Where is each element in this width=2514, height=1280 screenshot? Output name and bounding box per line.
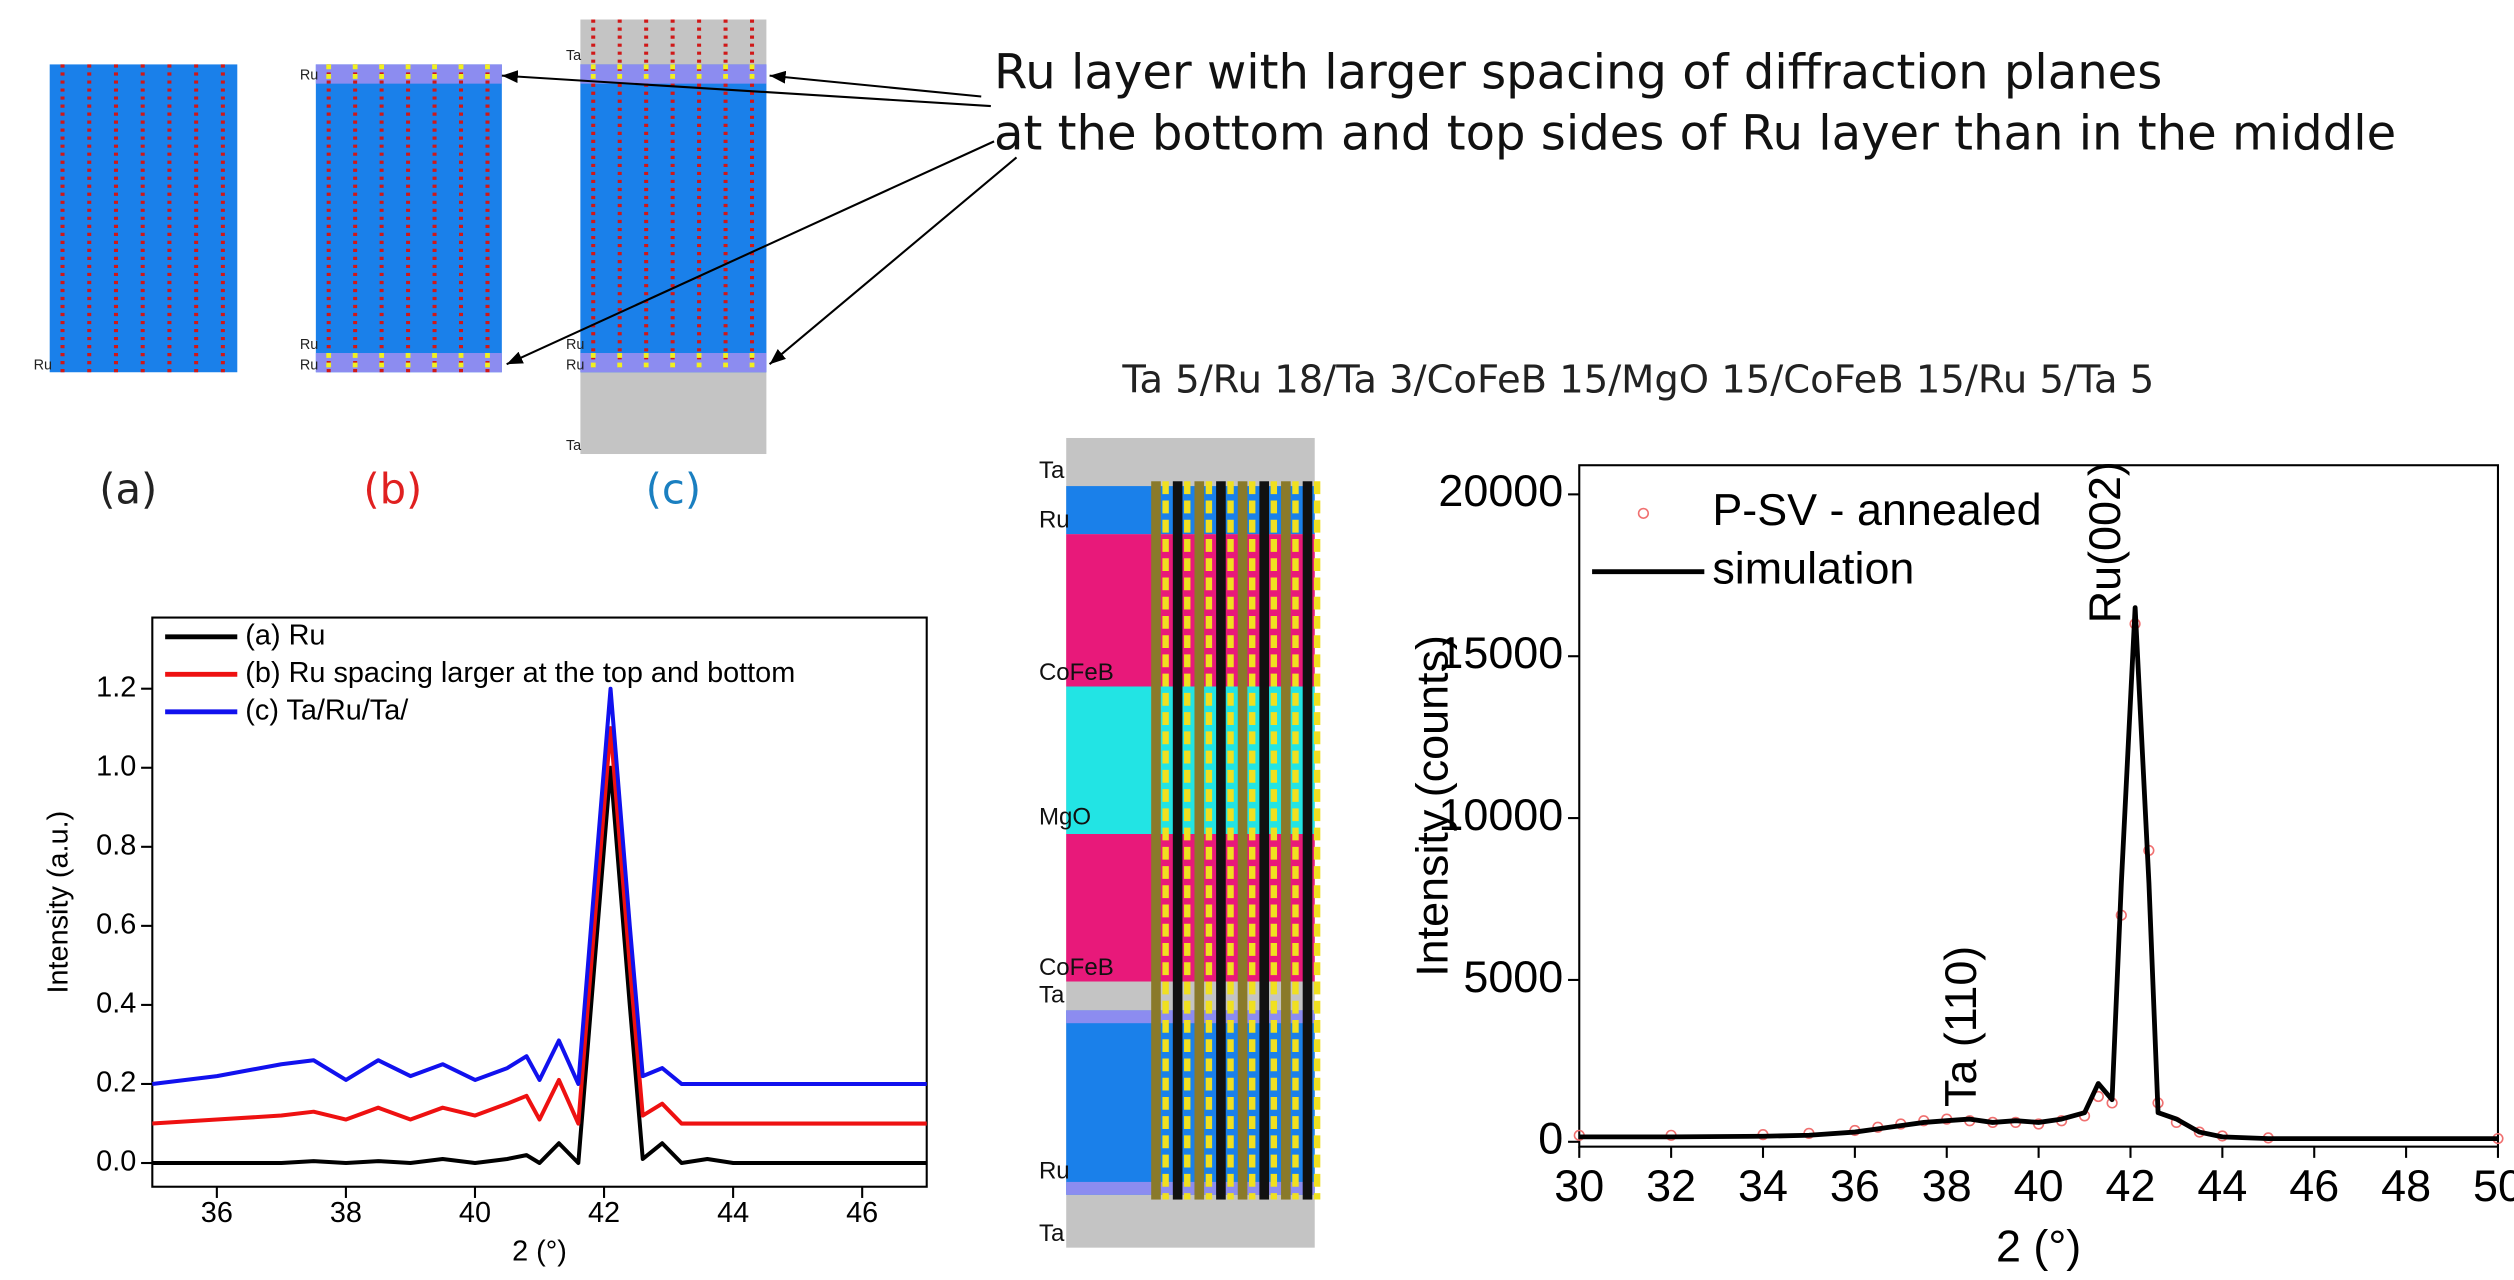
- layer-label: Ru: [300, 337, 318, 353]
- x-axis-label: 2 (°): [1996, 1221, 2081, 1272]
- arrow: [769, 70, 982, 98]
- annotation: at the bottom and top sides of Ru layer …: [994, 106, 2396, 162]
- x-tick-label: 40: [459, 1197, 491, 1229]
- x-tick-label: 32: [1646, 1160, 1696, 1211]
- data-line: [152, 726, 927, 1126]
- layer-label: CoFeB: [1039, 659, 1114, 686]
- layer-label: Ru: [1039, 507, 1070, 534]
- x-tick-label: 40: [2014, 1160, 2064, 1211]
- x-tick-label: 42: [588, 1197, 620, 1229]
- layer-label: Ru: [300, 358, 318, 374]
- x-axis-label: 2 (°): [512, 1236, 567, 1268]
- x-tick-label: 36: [201, 1197, 233, 1229]
- y-tick-label: 0.4: [96, 988, 136, 1020]
- y-tick-label: 0.6: [96, 908, 136, 940]
- panel-label: (c): [646, 464, 701, 513]
- stripe: [1172, 481, 1183, 1200]
- x-tick-label: 44: [2197, 1160, 2247, 1211]
- y-tick-label: 0.2: [96, 1067, 136, 1099]
- x-tick-label: 30: [1554, 1160, 1604, 1211]
- layer-label: Ru: [1039, 1158, 1070, 1185]
- y-tick-label: 10000: [1438, 789, 1563, 840]
- peak-annotation: Ta (110): [1935, 946, 1986, 1107]
- data-line: [152, 765, 927, 1166]
- y-tick-label: 15000: [1438, 627, 1563, 678]
- legend-label: (c) Ta/Ru/Ta/: [245, 694, 409, 726]
- layer-label: Ru: [566, 337, 584, 353]
- legend-label: (b) Ru spacing larger at the top and bot…: [245, 657, 795, 689]
- stripe: [1259, 481, 1270, 1200]
- layer-stack: [1066, 437, 1321, 1248]
- x-tick-label: 36: [1830, 1160, 1880, 1211]
- layer-label: CoFeB: [1039, 954, 1114, 981]
- stripe: [1194, 481, 1205, 1200]
- x-tick-label: 44: [717, 1197, 749, 1229]
- stripe: [1281, 481, 1291, 1200]
- arrow: [501, 70, 991, 108]
- legend-label: P-SV - annealed: [1712, 484, 2041, 535]
- y-tick-label: 5000: [1463, 951, 1563, 1002]
- layer-label: Ta: [1039, 1220, 1065, 1247]
- stripe: [1216, 481, 1226, 1200]
- plot-frame: [151, 616, 928, 1188]
- layer-label: Ta: [566, 48, 582, 64]
- data-line: [152, 686, 927, 1086]
- layer-label: MgO: [1039, 803, 1091, 830]
- x-tick-label: 34: [1738, 1160, 1788, 1211]
- stack-title: Ta 5/Ru 18/Ta 3/CoFeB 15/MgO 15/CoFeB 15…: [1121, 357, 2154, 402]
- stripe: [1151, 481, 1161, 1200]
- x-tick-label: 38: [1922, 1160, 1972, 1211]
- x-tick-label: 38: [330, 1197, 362, 1229]
- x-tick-label: 50: [2473, 1160, 2514, 1211]
- layer-label: Ru: [566, 358, 584, 374]
- schematics: [49, 19, 767, 455]
- y-tick-label: 0: [1538, 1113, 1563, 1164]
- panel-label: (a): [99, 464, 157, 513]
- stripe: [1237, 481, 1248, 1200]
- annotation: Ru layer with larger spacing of diffract…: [994, 45, 2162, 101]
- panel-label: (b): [363, 464, 422, 513]
- y-tick-label: 0.0: [96, 1146, 136, 1178]
- arrow: [768, 156, 1018, 366]
- legend-marker: [1637, 507, 1650, 519]
- peak-annotation: Ru(002): [2079, 461, 2130, 623]
- x-tick-label: 42: [2106, 1160, 2156, 1211]
- y-tick-label: 0.8: [96, 829, 136, 861]
- y-tick-label: 1.0: [96, 750, 136, 782]
- layer-label: Ta: [566, 438, 582, 454]
- x-tick-label: 46: [846, 1197, 878, 1229]
- data-line: [1579, 605, 2498, 1142]
- layer-label: Ru: [300, 67, 318, 83]
- x-tick-label: 46: [2289, 1160, 2339, 1211]
- legend-label: (a) Ru: [245, 619, 325, 651]
- y-tick-label: 1.2: [96, 671, 136, 703]
- layer-label: Ta: [1039, 981, 1065, 1008]
- layer-label: Ru: [34, 358, 52, 374]
- x-tick-label: 48: [2381, 1160, 2431, 1211]
- layer-label: Ta: [1039, 457, 1065, 484]
- y-axis-label: Intensity (counts): [1406, 635, 1457, 977]
- stripe: [1302, 481, 1313, 1200]
- arrow: [506, 140, 995, 366]
- y-axis-label: Intensity (a.u.): [43, 811, 75, 994]
- y-tick-label: 20000: [1438, 465, 1563, 516]
- legend-label: simulation: [1712, 543, 1914, 594]
